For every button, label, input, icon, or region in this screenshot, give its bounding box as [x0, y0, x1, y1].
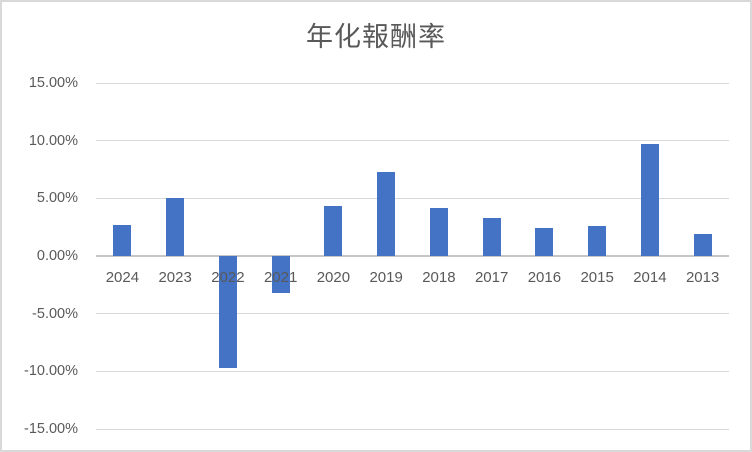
gridline--10.00% [96, 370, 729, 372]
gridline-10.00% [96, 140, 729, 142]
y-tick-15.00%: 15.00% [28, 75, 78, 91]
gridline-5.00% [96, 197, 729, 199]
bar-2014[interactable] [640, 144, 659, 256]
bar-2021[interactable] [271, 256, 290, 293]
y-tick-0.00%: 0.00% [36, 248, 78, 264]
y-tick--15.00%: -15.00% [23, 421, 78, 437]
gridline--5.00% [96, 313, 729, 315]
bar-2022[interactable] [218, 256, 237, 368]
bar-2016[interactable] [535, 228, 554, 256]
y-tick--5.00%: -5.00% [32, 305, 78, 322]
y-tick-10.00%: 10.00% [28, 132, 78, 149]
plot-area [96, 82, 729, 430]
bar-2017[interactable] [482, 217, 501, 256]
bar-2019[interactable] [377, 171, 396, 256]
y-axis: 15.00% 10.00% 5.00% 0.00% -5.00% -10.00% -15.0… [2, 2, 78, 450]
bar-2024[interactable] [113, 224, 132, 256]
bar-2020[interactable] [324, 206, 343, 256]
gridline--15.00% [96, 428, 729, 430]
bar-2018[interactable] [429, 207, 448, 256]
bar-2023[interactable] [166, 198, 185, 256]
gridline-15.00% [96, 82, 729, 84]
bar-2015[interactable] [588, 226, 607, 256]
x-axis-line [96, 255, 729, 257]
chart-title: 年化報酬率 [306, 22, 446, 52]
y-tick-5.00%: 5.00% [36, 190, 78, 207]
y-tick--10.00%: -10.00% [23, 363, 78, 380]
bar-2013[interactable] [693, 234, 712, 256]
